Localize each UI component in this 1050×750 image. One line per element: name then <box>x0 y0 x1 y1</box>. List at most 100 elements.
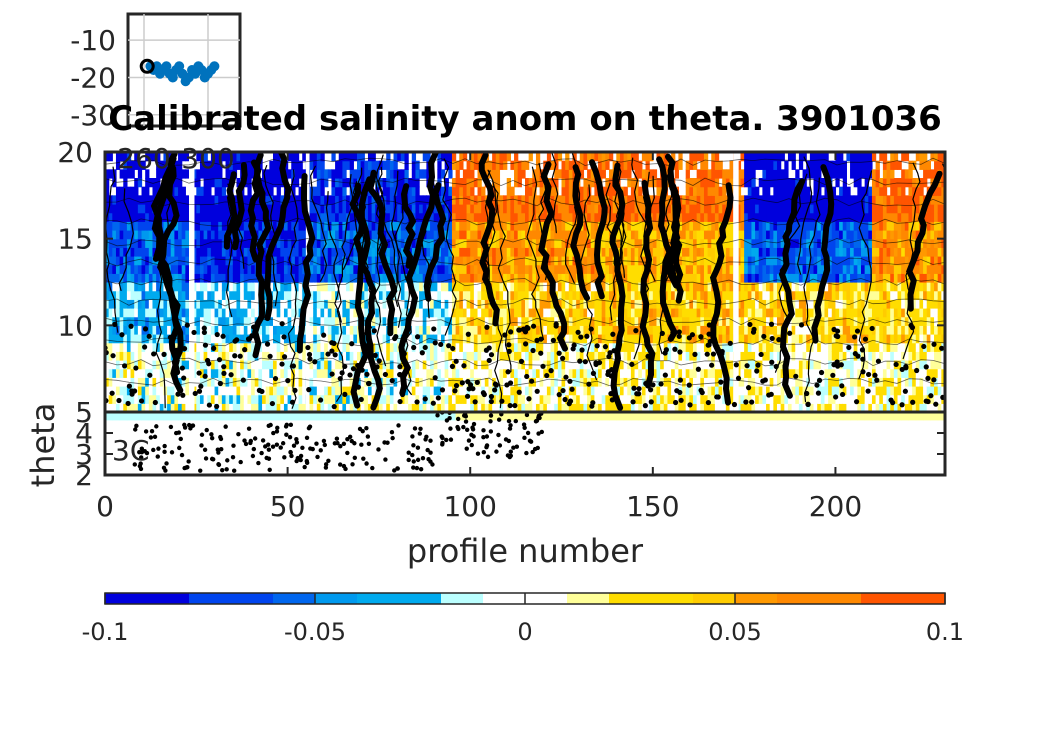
field-cell <box>700 368 705 378</box>
field-cell <box>367 212 373 222</box>
field-cell <box>612 403 617 412</box>
field-cell <box>623 403 628 412</box>
field-cell <box>229 394 234 404</box>
field-cell <box>579 299 585 309</box>
field-cell <box>119 386 124 396</box>
field-cell <box>221 256 227 266</box>
field-cell <box>123 160 128 170</box>
field-cell <box>141 273 146 283</box>
field-cell <box>451 325 457 335</box>
field-cell <box>276 282 281 292</box>
field-cell <box>535 403 541 412</box>
field-cell <box>535 351 541 361</box>
field-cell <box>466 273 471 283</box>
field-cell <box>437 186 442 196</box>
field-cell <box>309 334 314 344</box>
field-cell <box>671 368 676 378</box>
field-cell <box>159 386 165 396</box>
field-cell <box>718 264 723 274</box>
field-cell <box>112 195 117 205</box>
field-cell <box>448 403 453 412</box>
field-cell <box>674 316 679 326</box>
field-cell <box>565 160 570 170</box>
field-cell <box>178 169 183 179</box>
field-cell <box>214 351 219 361</box>
field-cell <box>170 230 175 240</box>
field-cell <box>134 160 139 170</box>
field-cell <box>108 169 113 179</box>
field-cell <box>455 212 460 222</box>
field-cell <box>689 403 694 412</box>
field-cell <box>262 394 267 404</box>
field-cell <box>415 403 420 412</box>
field-cell <box>108 325 113 335</box>
field-cell <box>645 403 650 412</box>
field-cell <box>462 256 468 266</box>
field-cell <box>141 368 146 378</box>
field-cell <box>506 230 511 240</box>
field-cell <box>612 342 617 352</box>
field-cell <box>210 282 216 292</box>
field-cell <box>616 230 621 240</box>
field-cell <box>346 152 351 162</box>
field-cell <box>430 221 435 231</box>
field-cell <box>729 212 734 222</box>
field-cell <box>283 230 289 240</box>
field-cell <box>477 299 482 309</box>
field-cell <box>134 238 139 248</box>
field-cell <box>714 247 720 257</box>
field-cell <box>254 212 259 222</box>
field-cell <box>546 351 552 361</box>
field-cell <box>481 186 486 196</box>
field-cell <box>703 325 709 335</box>
field-cell <box>115 195 121 205</box>
field-cell <box>630 264 636 274</box>
field-cell <box>130 360 135 370</box>
field-cell <box>313 351 318 361</box>
field-cell <box>298 160 303 170</box>
field-cell <box>280 273 285 283</box>
field-cell <box>221 325 227 335</box>
field-cell <box>163 368 168 378</box>
field-cell <box>181 282 186 292</box>
field-cell <box>714 351 720 361</box>
field-cell <box>123 334 128 344</box>
field-cell <box>535 221 541 231</box>
field-cell <box>298 282 303 292</box>
field-cell <box>251 290 256 300</box>
field-cell <box>470 212 475 222</box>
field-cell <box>579 403 585 412</box>
field-cell <box>357 178 362 188</box>
field-cell <box>276 256 281 266</box>
field-cell <box>601 360 606 370</box>
field-cell <box>466 325 471 335</box>
field-cell <box>130 394 135 404</box>
field-cell <box>353 290 358 300</box>
field-cell <box>703 230 709 240</box>
field-cell <box>510 212 515 222</box>
field-cell <box>185 334 190 344</box>
field-cell <box>309 299 314 309</box>
field-cell <box>484 351 490 361</box>
field-cell <box>236 290 241 300</box>
field-cell <box>663 221 669 231</box>
field-cell <box>130 186 135 196</box>
field-cell <box>137 403 143 412</box>
field-cell <box>232 160 238 170</box>
field-cell <box>696 377 701 387</box>
field-cell <box>273 316 278 326</box>
field-cell <box>232 360 238 370</box>
field-cell <box>503 212 508 222</box>
field-cell <box>302 386 307 396</box>
field-cell <box>207 230 212 240</box>
field-cell <box>451 394 457 404</box>
field-cell <box>535 325 541 335</box>
field-cell <box>736 316 742 326</box>
field-cell <box>148 394 154 404</box>
field-cell <box>280 299 285 309</box>
field-cell <box>437 152 442 162</box>
field-cell <box>514 264 519 274</box>
field-cell <box>532 316 537 326</box>
field-cell <box>408 178 413 188</box>
field-cell <box>426 360 431 370</box>
